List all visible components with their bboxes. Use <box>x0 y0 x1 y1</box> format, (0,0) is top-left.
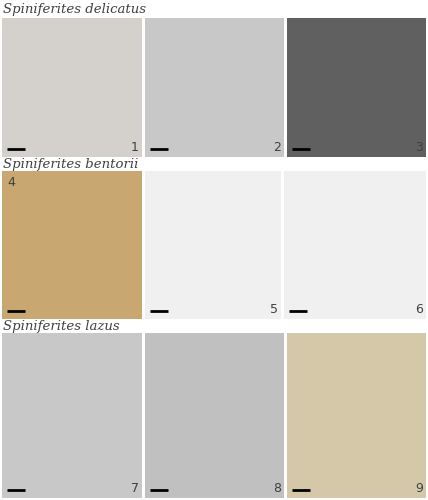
Bar <box>145 333 284 498</box>
Bar <box>2 18 142 157</box>
Text: Spiniferites bentorii: Spiniferites bentorii <box>3 158 138 171</box>
Text: 2: 2 <box>273 141 281 154</box>
Bar <box>287 333 426 498</box>
Text: 9: 9 <box>415 482 423 495</box>
Bar <box>284 171 426 319</box>
Text: 3: 3 <box>415 141 423 154</box>
Text: Spiniferites delicatus: Spiniferites delicatus <box>3 3 146 16</box>
Text: 5: 5 <box>270 303 278 316</box>
Text: 7: 7 <box>131 482 139 495</box>
Bar <box>2 333 142 498</box>
Text: 4: 4 <box>7 176 15 189</box>
Text: 1: 1 <box>131 141 139 154</box>
Text: 8: 8 <box>273 482 281 495</box>
Bar <box>145 18 284 157</box>
Bar <box>287 18 426 157</box>
Text: 6: 6 <box>415 303 423 316</box>
Bar <box>145 171 281 319</box>
Text: Spiniferites lazus: Spiniferites lazus <box>3 320 119 333</box>
Bar <box>2 171 142 319</box>
